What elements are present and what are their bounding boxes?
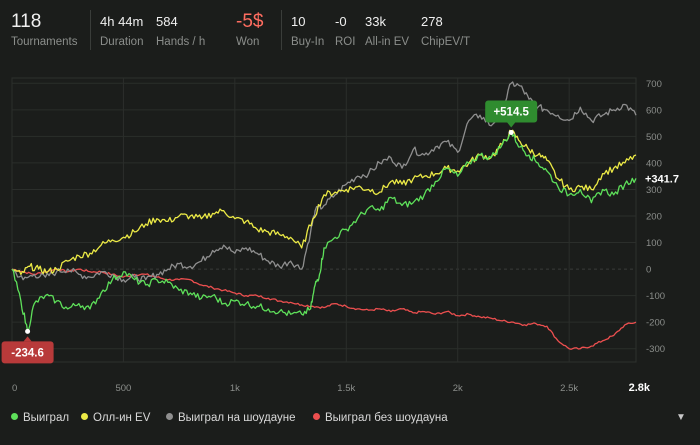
legend-item-showdown[interactable]: Выиграл на шоудауне <box>166 412 296 424</box>
stat-chip-ev: 278 ChipEV/T <box>421 14 470 50</box>
stat-won-value: -5$ <box>236 11 264 32</box>
stat-won-label: Won <box>236 36 260 48</box>
legend-label-non-showdown: Выиграл без шоудауна <box>325 412 448 424</box>
legend-dot-won-icon <box>11 413 18 420</box>
min-badge-label: -234.6 <box>11 347 44 359</box>
stat-all-in-ev: 33k All-in EV <box>365 14 409 50</box>
y-tick-label: -100 <box>646 291 665 302</box>
y-tick-label: 600 <box>646 105 662 116</box>
x-tick-label: 1.5k <box>337 383 355 394</box>
legend-label-showdown: Выиграл на шоудауне <box>178 412 296 424</box>
y-tick-label: 200 <box>646 212 662 223</box>
y-tick-label: 500 <box>646 132 662 143</box>
y-tick-label: 100 <box>646 238 662 249</box>
stat-won: -5$ Won <box>236 12 263 50</box>
stats-bar: 118 Tournaments 4h 44m Duration 584 Hand… <box>0 0 700 60</box>
profit-chart[interactable]: -300 -200 -100 0 100 200 300 400 500 600 700 0 500 1k… <box>0 70 700 400</box>
max-badge-pointer <box>507 122 516 128</box>
x-tick-label: 500 <box>115 383 131 394</box>
legend-dot-showdown-icon <box>166 413 173 420</box>
min-point <box>25 328 31 334</box>
min-badge-pointer <box>23 336 32 342</box>
x-tick-label: 1k <box>230 383 240 394</box>
chart-axes: -300 -200 -100 0 100 200 300 400 500 600 700 0 500 1k… <box>12 79 665 394</box>
max-badge <box>485 100 538 123</box>
stat-buy-in-value: 10 <box>291 14 306 29</box>
series-line-won <box>11 131 637 333</box>
stats-divider <box>90 10 91 50</box>
stat-tournaments: 118 Tournaments <box>11 12 77 50</box>
x-tick-label: 0 <box>12 383 17 394</box>
y-tick-label: 300 <box>646 185 662 196</box>
stat-duration-value: 4h 44m <box>100 14 144 29</box>
chart-series <box>11 81 637 350</box>
legend-item-all-in-ev[interactable]: Олл-ин EV <box>81 412 150 424</box>
y-tick-label: -300 <box>646 344 665 355</box>
series-line-showdown <box>11 81 637 283</box>
chart-annotations: +514.5 -234.6 +341.7 <box>1 100 679 364</box>
legend-item-non-showdown[interactable]: Выиграл без шоудауна <box>313 412 448 424</box>
last-value-label: +341.7 <box>645 173 679 185</box>
x-end-label: 2.8k <box>629 382 651 394</box>
stat-roi: -0 ROI <box>335 14 355 50</box>
stat-roi-value: -0 <box>335 14 347 29</box>
series-line-all-in-ev <box>11 129 637 276</box>
y-tick-label: 700 <box>646 79 662 90</box>
stats-divider <box>281 10 282 50</box>
stat-tournaments-label: Tournaments <box>11 36 78 48</box>
stat-hands-per-hour-label: Hands / h <box>156 36 206 48</box>
stat-hands-per-hour-value: 584 <box>156 14 178 29</box>
chevron-down-icon[interactable]: ▼ <box>676 412 686 423</box>
stat-chip-ev-label: ChipEV/T <box>421 36 471 48</box>
stat-all-in-ev-label: All-in EV <box>365 36 410 48</box>
y-tick-label: 400 <box>646 158 662 169</box>
stat-buy-in-label: Buy-In <box>291 36 325 48</box>
chart-legend: Выиграл Олл-ин EV Выиграл на шоудауне Вы… <box>0 402 700 436</box>
y-tick-label: 0 <box>646 265 651 276</box>
chart-grid <box>11 77 637 363</box>
legend-dot-all-in-ev-icon <box>81 413 88 420</box>
stat-tournaments-value: 118 <box>11 11 42 32</box>
stat-hands-per-hour: 584 Hands / h <box>156 14 205 50</box>
max-badge-label: +514.5 <box>493 107 529 119</box>
stat-buy-in: 10 Buy-In <box>291 14 324 50</box>
stat-duration: 4h 44m Duration <box>100 14 143 50</box>
legend-dot-non-showdown-icon <box>313 413 320 420</box>
profit-chart-svg[interactable]: -300 -200 -100 0 100 200 300 400 500 600 700 0 500 1k… <box>0 70 700 400</box>
legend-item-won[interactable]: Выиграл <box>11 412 69 424</box>
plot-frame <box>11 77 637 363</box>
stat-chip-ev-value: 278 <box>421 14 443 29</box>
x-tick-label: 2k <box>453 383 463 394</box>
legend-label-won: Выиграл <box>23 412 70 424</box>
max-point <box>508 130 514 136</box>
stat-duration-label: Duration <box>100 36 144 48</box>
series-line-non-showdown <box>11 268 637 350</box>
x-tick-label: 2.5k <box>560 383 578 394</box>
min-badge <box>1 341 54 364</box>
legend-label-all-in-ev: Олл-ин EV <box>93 412 151 424</box>
stat-roi-label: ROI <box>335 36 356 48</box>
y-tick-label: -200 <box>646 318 665 329</box>
stat-all-in-ev-value: 33k <box>365 14 386 29</box>
